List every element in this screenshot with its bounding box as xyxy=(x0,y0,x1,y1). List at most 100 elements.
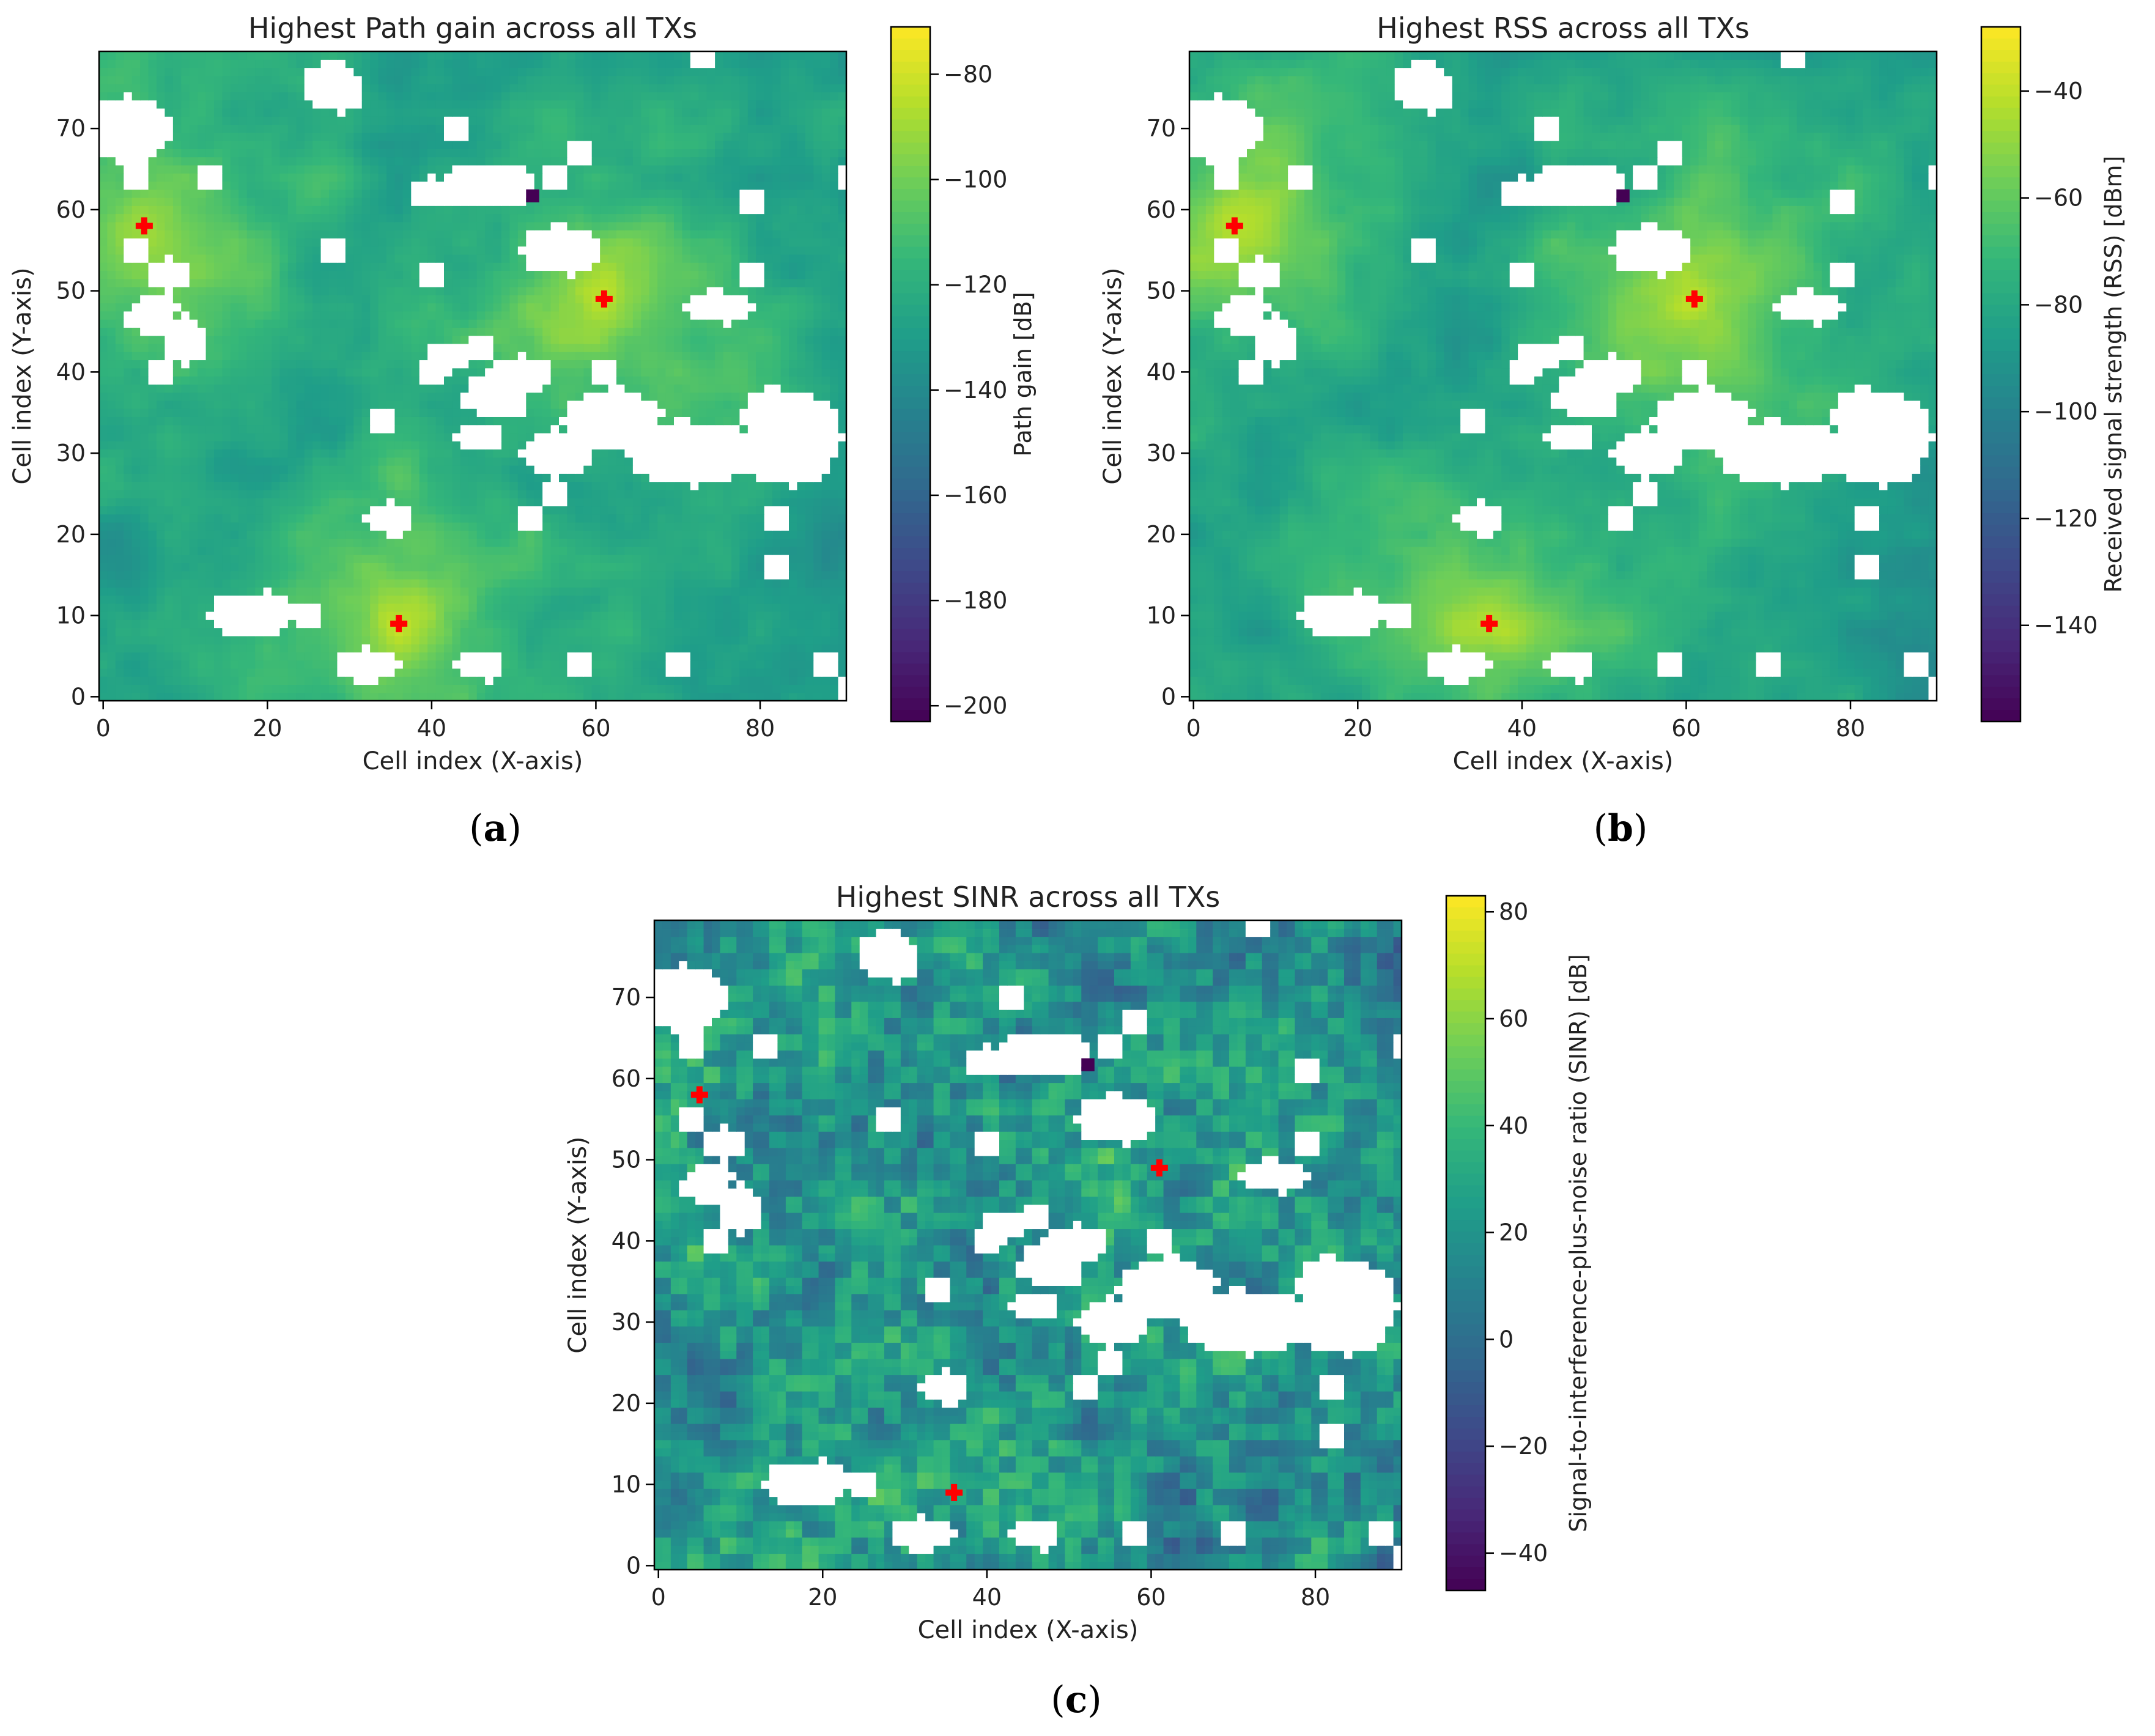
heatmap-cell xyxy=(731,579,740,588)
heatmap-cell xyxy=(238,287,247,295)
heatmap-cell xyxy=(666,668,675,677)
heatmap-cell xyxy=(624,287,633,295)
heatmap-cell xyxy=(190,660,198,669)
heatmap-cell xyxy=(690,368,699,377)
heatmap-cell xyxy=(822,555,830,563)
heatmap-cell xyxy=(181,384,190,393)
heatmap-cell xyxy=(427,636,436,645)
heatmap-cell xyxy=(107,506,116,514)
heatmap-cell xyxy=(764,360,773,368)
heatmap-cell xyxy=(756,660,764,669)
heatmap-cell xyxy=(238,628,247,637)
heatmap-cell xyxy=(403,319,412,328)
heatmap-cell xyxy=(288,408,297,417)
heatmap-cell xyxy=(633,579,641,588)
heatmap-cell xyxy=(559,408,567,417)
heatmap-cell xyxy=(238,336,247,344)
heatmap-cell xyxy=(190,604,198,612)
heatmap-cell xyxy=(624,376,633,385)
heatmap-cell xyxy=(616,425,625,434)
heatmap-cell xyxy=(190,457,198,466)
heatmap-cell xyxy=(764,401,773,409)
heatmap-cell xyxy=(649,506,658,514)
heatmap-cell xyxy=(567,449,575,457)
heatmap-cell xyxy=(370,393,379,401)
heatmap-cell xyxy=(132,327,141,336)
heatmap-cell xyxy=(436,368,445,377)
heatmap-cell xyxy=(682,490,690,498)
heatmap-cell xyxy=(296,636,305,645)
heatmap-cell xyxy=(452,628,460,637)
heatmap-cell xyxy=(460,384,469,393)
heatmap-cell xyxy=(362,262,371,271)
heatmap-cell xyxy=(468,303,477,312)
heatmap-cell xyxy=(403,401,412,409)
heatmap-cell xyxy=(231,254,239,263)
heatmap-cell xyxy=(838,644,847,652)
heatmap-cell xyxy=(190,506,198,514)
heatmap-cell xyxy=(600,660,608,669)
heatmap-cell xyxy=(247,408,256,417)
heatmap-cell xyxy=(592,287,601,295)
heatmap-cell xyxy=(264,336,272,344)
heatmap-cell xyxy=(707,384,715,393)
heatmap-cell xyxy=(731,465,740,474)
heatmap-cell xyxy=(337,336,346,344)
heatmap-cell xyxy=(583,425,592,434)
heatmap-cell xyxy=(813,522,822,531)
heatmap-cell xyxy=(772,684,781,693)
heatmap-cell xyxy=(329,514,338,523)
heatmap-cell xyxy=(715,457,723,466)
heatmap-cell xyxy=(264,611,272,620)
heatmap-cell xyxy=(534,262,543,271)
heatmap-cell xyxy=(600,401,608,409)
heatmap-cell xyxy=(468,336,477,344)
heatmap-cell xyxy=(468,482,477,490)
heatmap-cell xyxy=(116,376,124,385)
heatmap-cell xyxy=(264,408,272,417)
heatmap-cell xyxy=(493,368,502,377)
heatmap-cell xyxy=(107,611,116,620)
heatmap-cell xyxy=(657,539,666,547)
heatmap-cell xyxy=(411,376,420,385)
heatmap-cell xyxy=(501,465,510,474)
heatmap-cell xyxy=(641,457,649,466)
heatmap-cell xyxy=(739,587,748,596)
heatmap-cell xyxy=(238,684,247,693)
heatmap-cell xyxy=(288,311,297,320)
heatmap-cell xyxy=(682,368,690,377)
heatmap-cell xyxy=(164,563,173,571)
heatmap-cell xyxy=(444,611,453,620)
heatmap-cell xyxy=(501,522,510,531)
heatmap-cell xyxy=(707,579,715,588)
heatmap-cell xyxy=(337,425,346,434)
heatmap-cell xyxy=(485,376,493,385)
heatmap-cell xyxy=(255,393,264,401)
heatmap-cell xyxy=(206,287,215,295)
heatmap-cell xyxy=(173,636,182,645)
heatmap-cell xyxy=(305,644,313,652)
heatmap-cell xyxy=(698,416,707,425)
heatmap-cell xyxy=(657,425,666,434)
heatmap-cell xyxy=(542,368,551,377)
heatmap-cell xyxy=(666,555,675,563)
heatmap-cell xyxy=(641,619,649,628)
heatmap-cell xyxy=(641,482,649,490)
heatmap-cell xyxy=(633,514,641,523)
heatmap-cell xyxy=(838,473,847,482)
heatmap-cell xyxy=(822,449,830,457)
heatmap-cell xyxy=(173,441,182,449)
heatmap-cell xyxy=(649,514,658,523)
heatmap-cell xyxy=(830,344,838,352)
heatmap-cell xyxy=(608,595,617,604)
heatmap-cell xyxy=(279,311,288,320)
heatmap-cell xyxy=(305,473,313,482)
heatmap-cell xyxy=(608,473,617,482)
heatmap-cell xyxy=(337,563,346,571)
heatmap-cell xyxy=(149,408,157,417)
heatmap-cell xyxy=(427,368,436,377)
heatmap-cell xyxy=(190,441,198,449)
heatmap-cell xyxy=(805,619,814,628)
heatmap-cell xyxy=(518,514,527,523)
heatmap-cell xyxy=(731,628,740,637)
